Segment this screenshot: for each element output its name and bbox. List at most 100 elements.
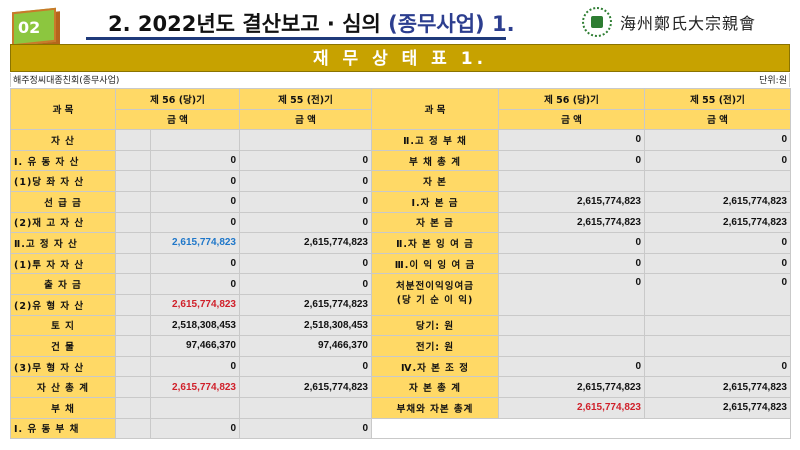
left-row-spacer (115, 376, 151, 398)
left-row-spacer (115, 170, 151, 192)
right-row-label: 처분전이익잉여금 (당 기 순 이 익) (371, 273, 499, 316)
left-current-value: 2,518,308,453 (150, 314, 240, 337)
left-row-label: Ⅰ. 유 동 자 산 (10, 149, 116, 172)
org-line: 해주정씨대종친회(종무사업) 단위:원 (10, 73, 790, 87)
left-previous-value: 0 (239, 149, 372, 172)
left-row-spacer (115, 149, 151, 172)
right-current-value: 0 (498, 273, 645, 316)
right-current-amount-header: 금 액 (498, 108, 645, 131)
right-row-label: Ⅰ.자 본 금 (371, 190, 499, 213)
logo-text: 海州鄭氏大宗親會 (620, 14, 757, 33)
title-main: 결산보고 · 심의 (242, 12, 389, 36)
right-previous-value (644, 335, 791, 357)
left-current-value: 0 (150, 417, 240, 440)
right-current-header: 제 56 (당)기 (498, 88, 645, 110)
left-previous-value: 0 (239, 190, 372, 213)
right-previous-value: 2,615,774,823 (644, 211, 791, 234)
left-previous-amount-header: 금 액 (239, 108, 372, 131)
left-current-value: 0 (150, 355, 240, 378)
left-previous-value: 0 (239, 211, 372, 234)
right-row-label: 부 채 총 계 (371, 149, 499, 172)
right-previous-value: 2,615,774,823 (644, 396, 791, 419)
right-previous-value: 0 (644, 355, 791, 378)
right-previous-value: 2,615,774,823 (644, 190, 791, 213)
title-underline (86, 37, 506, 40)
unit-label: 단위:원 (759, 76, 787, 86)
left-current-value: 2,615,774,823 (150, 232, 240, 254)
left-previous-value: 0 (239, 355, 372, 378)
table-row: 토 지 2,518,308,453 2,518,308,453 당기: 원 (10, 314, 791, 337)
right-current-value (498, 335, 645, 357)
left-account-header: 과 목 (10, 87, 116, 131)
left-previous-value: 2,615,774,823 (239, 376, 372, 398)
table-row: 부 채 부채와 자본 총계 2,615,774,823 2,615,774,823 (10, 396, 791, 419)
title-suffix: 1. (484, 12, 515, 36)
left-previous-value: 0 (239, 170, 372, 192)
right-previous-value (644, 170, 791, 192)
left-row-label: Ⅰ. 유 동 부 채 (10, 417, 116, 440)
left-current-value: 0 (150, 211, 240, 234)
left-current-value: 0 (150, 252, 240, 275)
table-row: 자 산 총 계 2,615,774,823 2,615,774,823 자 본 총 계… (10, 376, 791, 398)
right-row-label: Ⅲ.이 익 잉 여 금 (371, 252, 499, 275)
left-previous-value: 2,518,308,453 (239, 314, 372, 337)
right-current-value: 0 (498, 232, 645, 254)
right-row-label: Ⅳ.자 본 조 정 (371, 355, 499, 378)
right-current-value: 2,615,774,823 (498, 396, 645, 419)
left-current-value: 0 (150, 149, 240, 172)
left-current-value: 2,615,774,823 (150, 376, 240, 398)
right-current-value: 2,615,774,823 (498, 190, 645, 213)
left-row-label: 자 산 총 계 (10, 376, 116, 398)
left-row-label: (3)무 형 자 산 (10, 355, 116, 378)
right-previous-value: 0 (644, 129, 791, 151)
slide-number: 02 (18, 18, 41, 37)
left-previous-value: 0 (239, 417, 372, 440)
left-previous-value: 0 (239, 252, 372, 275)
left-row-label: 선 급 금 (10, 190, 116, 213)
right-account-header: 과 목 (371, 87, 499, 131)
left-row-label: (2)재 고 자 산 (10, 211, 116, 234)
left-previous-value: 2,615,774,823 (239, 293, 372, 316)
left-row-spacer (115, 211, 151, 234)
right-previous-value: 2,615,774,823 (644, 376, 791, 398)
table-row: 출 자 금 0 0 처분전이익잉여금 (당 기 순 이 익) 0 0 (10, 273, 791, 316)
left-row-spacer (115, 252, 151, 275)
left-current-value (150, 396, 240, 419)
left-current-value (150, 129, 240, 151)
right-previous-value (644, 314, 791, 337)
slide-number-badge: 02 (8, 6, 62, 47)
left-current-header: 제 56 (당)기 (115, 88, 240, 110)
page-title: 2. 2022년도 결산보고 · 심의 (종무사업) 1. (108, 8, 515, 38)
left-previous-value: 2,615,774,823 (239, 232, 372, 254)
right-row-label: 전기: 원 (371, 335, 499, 357)
table-row: Ⅱ.고 정 자 산 2,615,774,823 2,615,774,823 Ⅱ.자 본… (10, 232, 791, 254)
right-previous-header: 제 55 (전)기 (644, 88, 791, 110)
left-row-spacer (115, 190, 151, 213)
right-current-value: 0 (498, 129, 645, 151)
right-previous-value: 0 (644, 232, 791, 254)
left-current-value: 2,615,774,823 (150, 293, 240, 316)
left-row-spacer (115, 335, 151, 357)
left-current-value: 97,466,370 (150, 335, 240, 357)
right-row-label: 자 본 (371, 170, 499, 192)
right-previous-value: 0 (644, 252, 791, 275)
statement-banner: 재 무 상 태 표 1. (10, 44, 790, 72)
left-row-label: 건 물 (10, 335, 116, 357)
left-row-spacer (115, 273, 151, 295)
left-row-spacer (115, 417, 151, 440)
right-row-label: 자 본 총 계 (371, 376, 499, 398)
title-paren: (종무사업) (388, 12, 485, 36)
right-row-label: Ⅱ.고 정 부 채 (371, 129, 499, 151)
left-row-spacer (115, 129, 151, 151)
right-previous-value: 0 (644, 273, 791, 316)
left-row-label: Ⅱ.고 정 자 산 (10, 232, 116, 254)
left-current-value: 0 (150, 190, 240, 213)
right-previous-amount-header: 금 액 (644, 108, 791, 131)
left-row-label: 토 지 (10, 314, 116, 337)
left-previous-value: 0 (239, 273, 372, 295)
